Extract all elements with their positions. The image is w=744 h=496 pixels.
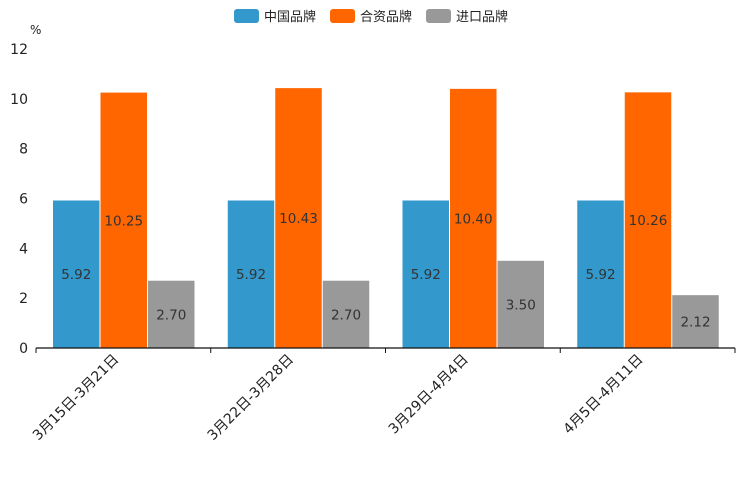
legend-swatch-2: [330, 9, 355, 23]
bar-labels: 5.92 10.25 2.70 5.92 10.43 2.70 5.92 10.40 3.50 5…: [61, 211, 710, 331]
legend-swatch-1: [234, 9, 259, 23]
bar-2-1: [100, 92, 147, 349]
x-category-label: 3月15日-3月21日: [30, 352, 122, 444]
bar-1-1: [53, 200, 100, 348]
bar-value-label: 2.70: [331, 307, 361, 323]
bar-value-label: 10.40: [454, 211, 493, 227]
bar-3-2: [322, 280, 370, 348]
bar-1-2: [227, 200, 275, 348]
bar-value-label: 2.12: [680, 315, 710, 331]
bar-value-label: 10.25: [104, 213, 143, 229]
bar-3-3: [497, 260, 544, 348]
y-axis: % 0 2 4 6 8 10 12: [10, 23, 41, 357]
legend-label-3: 进口品牌: [456, 9, 508, 25]
x-category-label: 3月29日-4月4日: [386, 352, 472, 438]
y-axis-unit: %: [30, 23, 41, 37]
bars: [53, 88, 719, 349]
bar-value-label: 10.43: [279, 211, 318, 227]
x-axis: 3月15日-3月21日 3月22日-3月28日 3月29日-4月4日 4月5日-4月1…: [30, 347, 736, 444]
y-tick-label: 2: [19, 291, 28, 307]
bar-2-4: [624, 92, 672, 348]
legend-label-2: 合资品牌: [360, 9, 412, 25]
legend-swatch-3: [426, 9, 451, 23]
bar-value-label: 3.50: [506, 297, 536, 313]
bar-value-label: 5.92: [411, 267, 441, 283]
bar-value-label: 10.26: [629, 213, 668, 229]
bar-1-4: [577, 200, 624, 348]
legend: 中国品牌 合资品牌 进口品牌: [234, 9, 508, 25]
y-tick-label: 6: [19, 192, 28, 208]
y-tick-label: 10: [10, 92, 28, 108]
y-tick-label: 4: [19, 241, 28, 257]
bar-3-4: [672, 295, 719, 348]
bar-1-3: [402, 200, 449, 348]
y-tick-label: 0: [19, 341, 28, 357]
bar-2-3: [450, 88, 497, 348]
bar-value-label: 5.92: [61, 267, 91, 283]
x-category-label: 4月5日-4月11日: [560, 352, 646, 438]
legend-label-1: 中国品牌: [264, 9, 316, 25]
bar-2-2: [275, 88, 322, 348]
bar-3-1: [148, 280, 195, 348]
bar-value-label: 5.92: [585, 267, 615, 283]
y-tick-label: 12: [10, 42, 28, 58]
bar-value-label: 5.92: [236, 267, 266, 283]
y-tick-label: 8: [19, 142, 28, 158]
x-category-label: 3月22日-3月28日: [205, 352, 297, 444]
bar-value-label: 2.70: [156, 307, 186, 323]
